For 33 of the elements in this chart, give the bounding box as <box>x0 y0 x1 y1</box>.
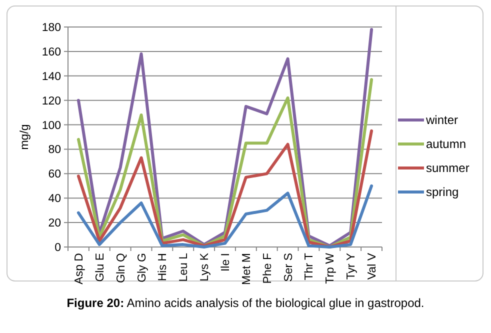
y-tick-label: 20 <box>48 218 61 230</box>
y-tick-label: 180 <box>42 22 61 34</box>
x-tick-label: Asp D <box>73 253 86 284</box>
y-tick-label: 160 <box>42 46 61 58</box>
y-tick-label: 40 <box>48 193 61 206</box>
y-tick-label: 60 <box>48 168 61 181</box>
x-tick-label: Gln Q <box>115 252 128 284</box>
line-series <box>76 129 374 248</box>
y-tick-label: 80 <box>48 144 61 156</box>
x-tick-label: Ser S <box>282 252 295 282</box>
x-tick-label: Tyr Y <box>346 252 358 280</box>
x-tick-label: His H <box>157 253 170 282</box>
x-tick-label: Trp W <box>324 252 337 284</box>
x-tick-label: Leu L <box>178 252 190 282</box>
x-tick-label: Met M <box>240 253 253 285</box>
y-tick-label: 140 <box>42 70 61 83</box>
caption: Figure 20: Amino acids analysis of the biological glue in gastropod. <box>66 296 424 310</box>
y-tick-label: 120 <box>42 95 61 108</box>
line-series <box>76 184 374 248</box>
x-tick-label: Thr T <box>304 253 316 280</box>
legend-label: autumn <box>426 137 466 152</box>
y-tick-label: 100 <box>42 120 61 132</box>
legend-label: spring <box>426 185 459 200</box>
x-tick-label: Gly G <box>136 252 148 282</box>
x-tick-label: Lys K <box>199 252 212 282</box>
y-axis-title: mg/g <box>19 124 31 150</box>
y-tick-label: 0 <box>54 242 61 254</box>
x-tick-label: Ile I <box>220 253 232 272</box>
x-tick-label: Val V <box>366 252 379 280</box>
legend-label: winter <box>425 113 458 128</box>
x-tick-label: Phe F <box>262 253 274 284</box>
legend-label: summer <box>426 161 470 176</box>
x-tick-label: Glu E <box>94 252 106 282</box>
